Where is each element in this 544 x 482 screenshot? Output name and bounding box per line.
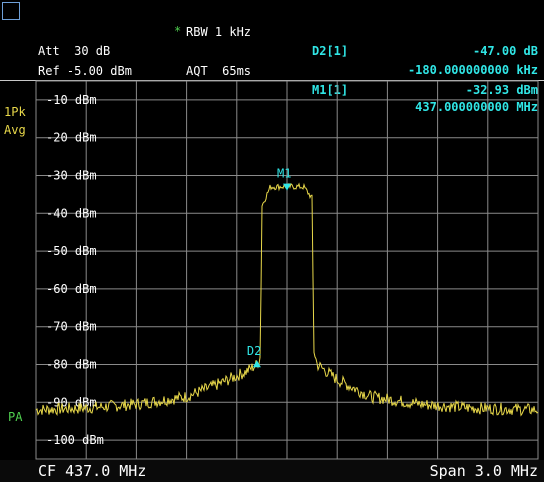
m1-marker-frequency: 437.000000000 MHz [415,100,538,114]
d2-marker-frequency: -180.000000000 kHz [407,63,538,77]
marker-d2-label: D2 [247,344,261,358]
trace-averaging-mode: Avg [4,123,26,137]
plot-frame [35,80,539,460]
d2-marker-label: D2[1] [312,44,349,58]
center-frequency: CF 437.0 MHz [38,462,147,480]
marker-m1-label: M1 [277,167,291,181]
attenuation-setting: Att 30 dB [38,44,111,58]
y-tick-label: -10 dBm [46,93,97,107]
marker-m1-icon [283,183,291,191]
footer-bar: CF 437.0 MHz Span 3.0 MHz [0,460,544,482]
d2-marker-value: -47.00 dB [472,44,538,58]
y-tick-label: -30 dBm [46,169,97,183]
trace-detector-mode: 1Pk [4,105,26,119]
rbw-asterisk: * [174,24,182,38]
y-tick-label: -20 dBm [46,131,97,145]
marker-d2-icon [252,360,261,368]
y-tick-label: -50 dBm [46,244,97,258]
preamp-indicator: PA [8,410,23,424]
frequency-span: Span 3.0 MHz [429,462,538,480]
y-tick-label: -70 dBm [46,320,97,334]
reference-level: Ref -5.00 dBm [38,64,132,78]
m1-marker-label: M1[1] [312,83,349,97]
y-tick-label: -80 dBm [46,358,97,372]
y-tick-label: -100 dBm [46,433,104,447]
acquisition-time: AQT 65ms [186,64,252,78]
y-tick-label: -60 dBm [46,282,97,296]
y-tick-label: -90 dBm [46,395,97,409]
rbw-setting: RBW 1 kHz [186,25,252,39]
rohde-schwarz-logo-icon [2,2,20,20]
y-tick-label: -40 dBm [46,206,97,220]
